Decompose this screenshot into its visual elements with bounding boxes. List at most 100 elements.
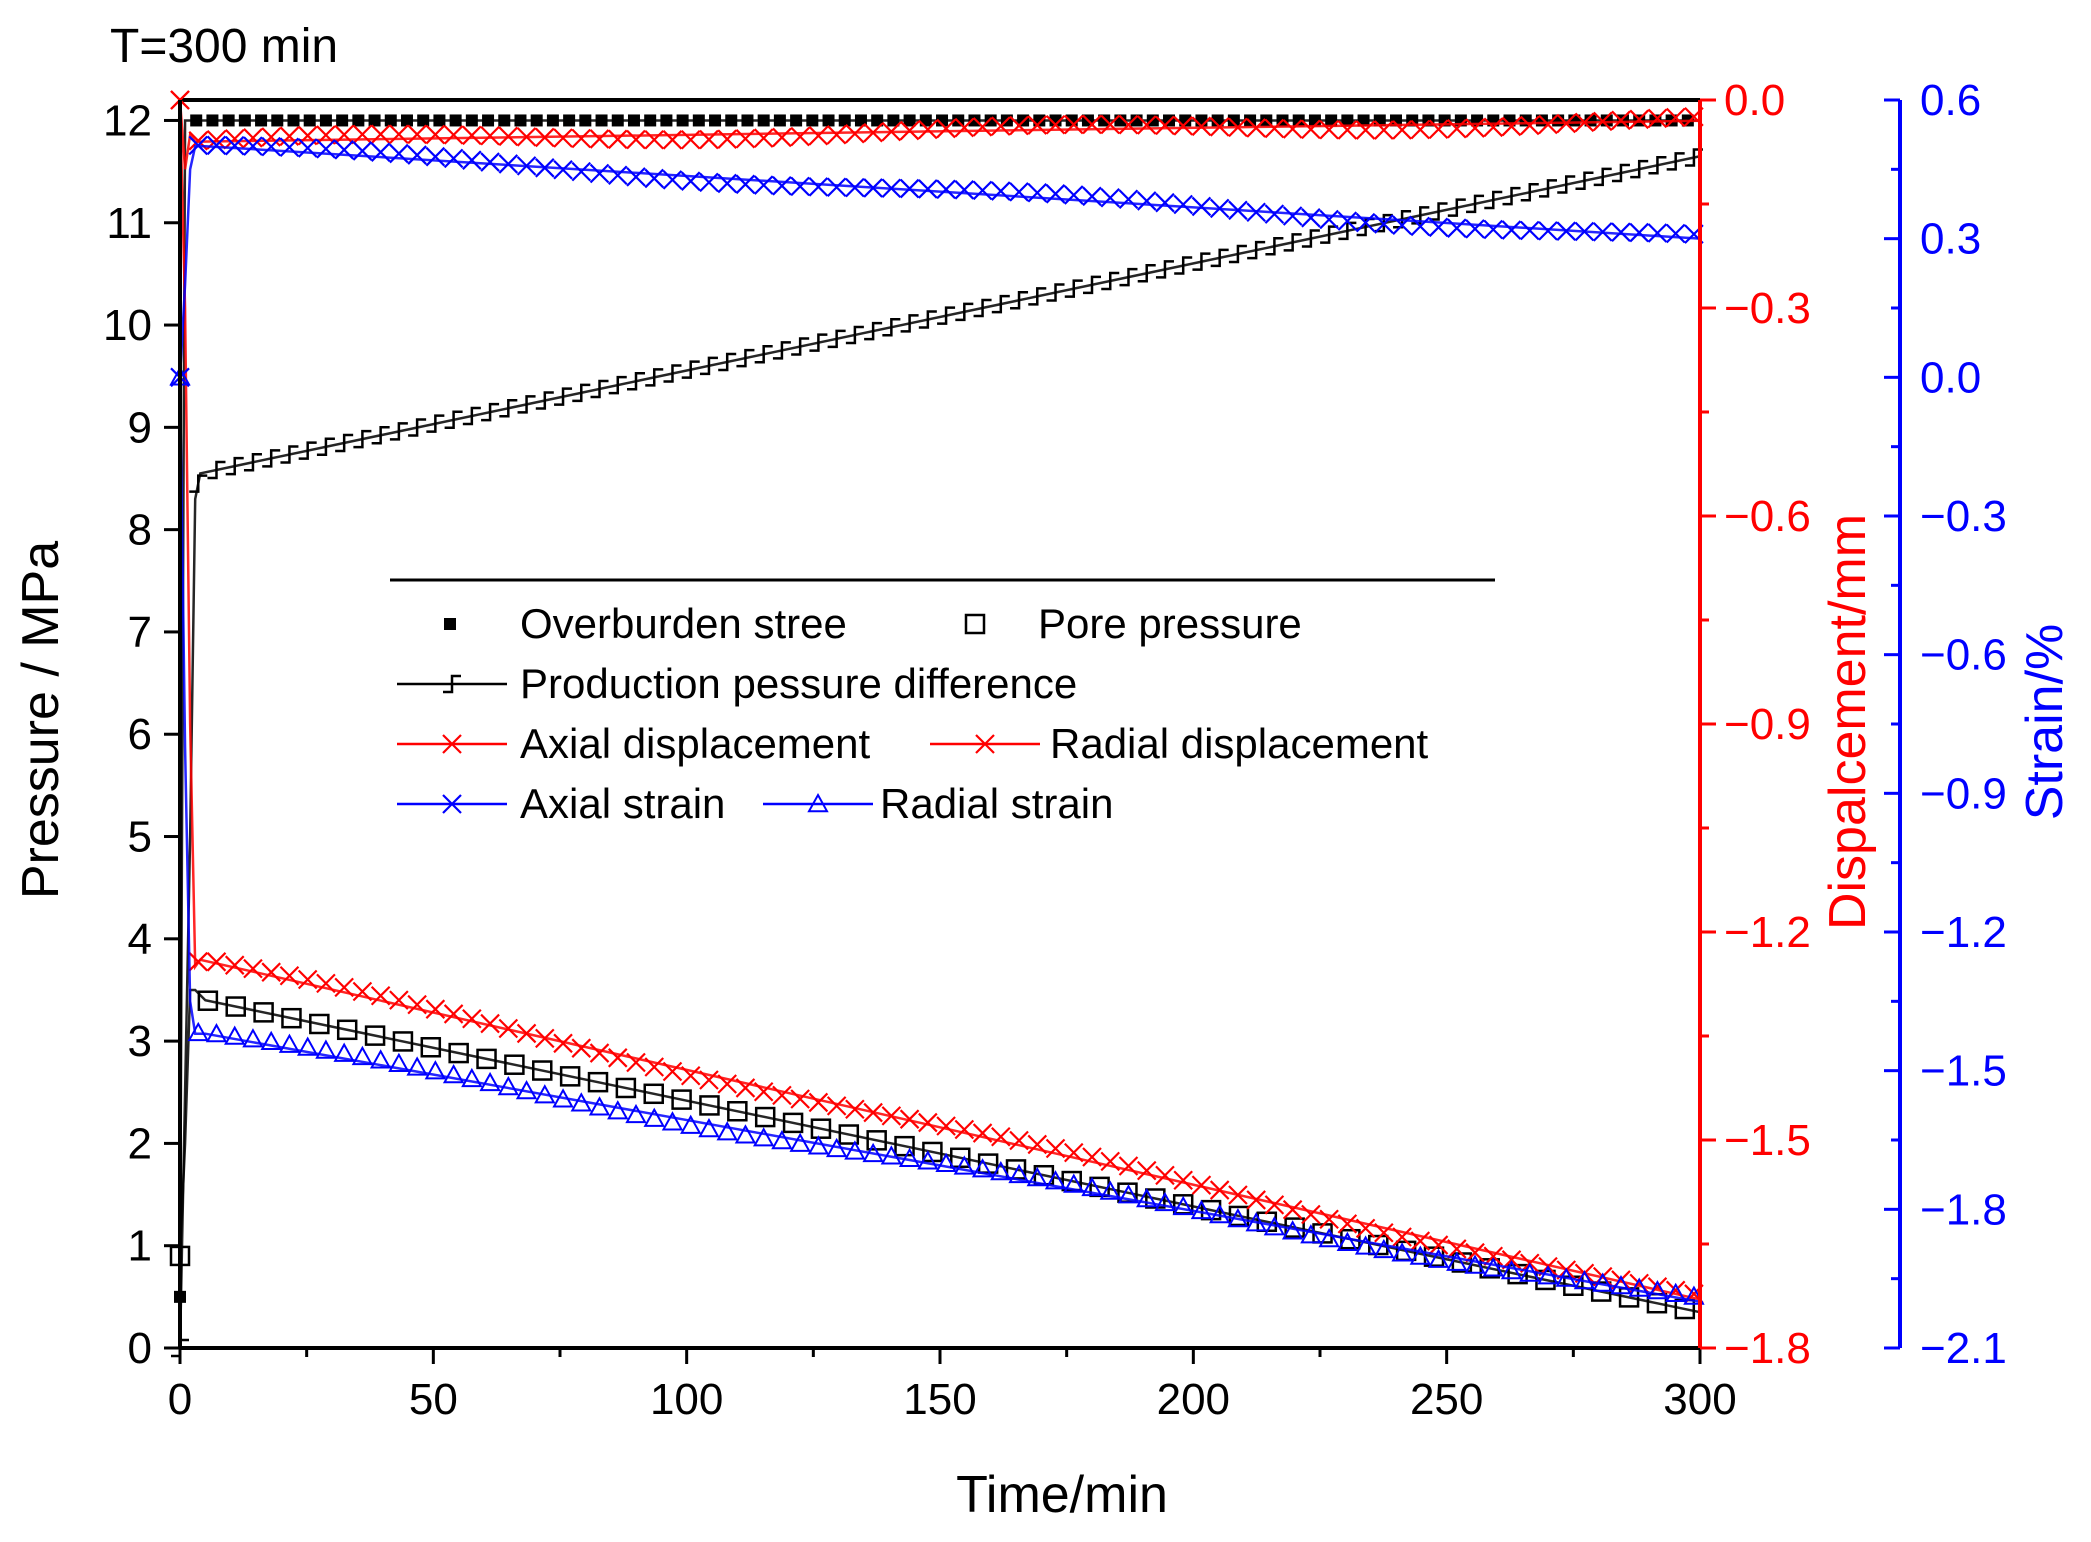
marker-axial-displacement [462, 125, 482, 146]
marker-axial-displacement [352, 124, 373, 145]
marker-pore-pressure [699, 1095, 720, 1116]
marker-axial-displacement [626, 129, 646, 150]
marker-radial-strain [570, 1092, 592, 1112]
marker-radial-displacement [1264, 1195, 1285, 1215]
marker-radial-strain [1446, 1251, 1468, 1271]
marker-radial-displacement [790, 1089, 810, 1109]
marker-pore-pressure [977, 1153, 999, 1174]
marker-production-pessure-difference [353, 429, 372, 449]
marker-axial-strain [772, 176, 792, 196]
marker-pore-pressure [1340, 1228, 1361, 1250]
marker-radial-strain [1190, 1199, 1213, 1220]
marker-axial-displacement [316, 125, 336, 145]
marker-pore-pressure [281, 1007, 302, 1029]
marker-production-pessure-difference [1119, 267, 1138, 287]
marker-axial-displacement [808, 125, 829, 146]
marker-overburden-stree [368, 114, 381, 127]
marker-radial-displacement [753, 1081, 774, 1102]
marker-axial-displacement [790, 126, 810, 147]
marker-axial-displacement [899, 120, 920, 141]
marker-radial-strain [1263, 1216, 1286, 1236]
marker-radial-strain [1373, 1238, 1395, 1259]
marker-radial-displacement [1100, 1151, 1121, 1172]
y-left-tick-label: 4 [128, 915, 152, 964]
marker-axial-displacement [1045, 114, 1066, 135]
legend-entry-axial-strain: Axial strain [397, 780, 725, 827]
marker-radial-displacement [498, 1018, 519, 1039]
y-strain-tick-label: −1.5 [1920, 1047, 2007, 1096]
marker-radial-displacement [224, 955, 245, 975]
y-left-tick-label: 0 [128, 1324, 152, 1373]
marker-radial-displacement [1282, 1199, 1303, 1220]
marker-axial-displacement [1319, 119, 1339, 140]
x-tick-label: 100 [650, 1375, 723, 1424]
marker-axial-displacement [1173, 116, 1193, 136]
marker-axial-strain [1246, 202, 1266, 223]
marker-axial-displacement [1246, 118, 1266, 138]
marker-overburden-stree [822, 114, 835, 127]
marker-production-pessure-difference [1010, 291, 1029, 310]
marker-axial-strain [206, 135, 227, 156]
marker-axial-strain [1228, 200, 1248, 221]
legend-marker [442, 734, 462, 754]
marker-production-pessure-difference [298, 441, 317, 460]
marker-axial-strain [1045, 184, 1066, 204]
marker-pore-pressure [364, 1025, 386, 1046]
marker-axial-strain [626, 167, 646, 187]
marker-production-pessure-difference [1338, 221, 1357, 241]
marker-axial-strain [1063, 185, 1084, 205]
marker-radial-strain [1117, 1184, 1140, 1204]
marker-overburden-stree [1390, 114, 1402, 127]
marker-radial-strain [971, 1158, 994, 1178]
marker-radial-strain [479, 1071, 501, 1092]
marker-axial-displacement [1155, 115, 1175, 136]
marker-radial-displacement [352, 981, 373, 1002]
y-axis-left-title: Pressure / MPa [12, 541, 70, 899]
marker-axial-strain [1428, 217, 1449, 238]
legend-marker [444, 618, 456, 630]
marker-production-pessure-difference [554, 387, 573, 406]
marker-axial-displacement [680, 129, 701, 150]
marker-axial-displacement [1501, 116, 1522, 137]
marker-overburden-stree [968, 114, 981, 127]
marker-production-pessure-difference [408, 418, 427, 437]
marker-radial-displacement [626, 1052, 646, 1073]
marker-pore-pressure [448, 1042, 469, 1064]
marker-pore-pressure [309, 1013, 330, 1035]
marker-axial-displacement [1483, 117, 1504, 138]
marker-radial-displacement [972, 1123, 993, 1143]
marker-production-pessure-difference [1301, 229, 1320, 248]
marker-axial-displacement [1519, 115, 1540, 136]
marker-axial-strain [1209, 198, 1230, 219]
marker-production-pessure-difference [243, 452, 262, 472]
marker-radial-strain [1318, 1227, 1340, 1248]
marker-overburden-stree [271, 114, 284, 127]
marker-overburden-stree [303, 114, 316, 127]
y-displacement-tick-label: −1.5 [1724, 1116, 1811, 1165]
marker-radial-strain [1245, 1212, 1267, 1232]
marker-axial-displacement [1556, 113, 1577, 134]
marker-radial-strain [1646, 1280, 1669, 1300]
marker-overburden-stree [238, 114, 251, 127]
marker-production-pessure-difference [1648, 156, 1667, 175]
marker-radial-displacement [1209, 1180, 1230, 1200]
marker-radial-strain [442, 1063, 465, 1084]
marker-axial-displacement [644, 129, 665, 150]
y-left-tick-label: 8 [128, 506, 152, 555]
marker-production-pessure-difference [809, 333, 828, 352]
marker-overburden-stree [611, 114, 624, 127]
marker-production-pessure-difference [462, 406, 481, 426]
marker-radial-strain [1208, 1203, 1231, 1224]
marker-axial-displacement [1264, 118, 1285, 139]
marker-pore-pressure [476, 1048, 497, 1070]
marker-axial-strain [297, 138, 318, 158]
marker-production-pessure-difference [1320, 225, 1339, 244]
marker-overburden-stree [1098, 114, 1111, 127]
marker-radial-strain [424, 1060, 447, 1080]
marker-axial-displacement [1063, 114, 1084, 135]
marker-radial-strain [607, 1100, 629, 1120]
marker-axial-strain [498, 154, 519, 174]
x-tick-label: 300 [1663, 1375, 1736, 1424]
marker-radial-strain [1354, 1235, 1377, 1255]
